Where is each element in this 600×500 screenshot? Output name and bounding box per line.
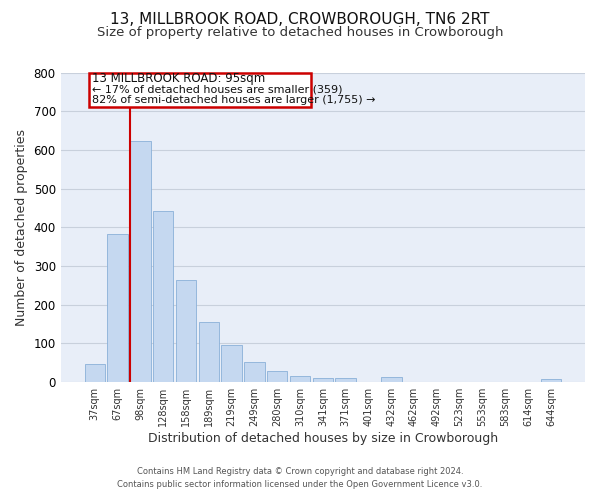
Text: Size of property relative to detached houses in Crowborough: Size of property relative to detached ho… <box>97 26 503 39</box>
Text: 13, MILLBROOK ROAD, CROWBOROUGH, TN6 2RT: 13, MILLBROOK ROAD, CROWBOROUGH, TN6 2RT <box>110 12 490 28</box>
Text: ← 17% of detached houses are smaller (359): ← 17% of detached houses are smaller (35… <box>92 84 343 94</box>
X-axis label: Distribution of detached houses by size in Crowborough: Distribution of detached houses by size … <box>148 432 498 445</box>
Bar <box>335 378 356 382</box>
Bar <box>176 280 196 382</box>
Text: 13 MILLBROOK ROAD: 95sqm: 13 MILLBROOK ROAD: 95sqm <box>92 72 266 86</box>
Text: 82% of semi-detached houses are larger (1,755) →: 82% of semi-detached houses are larger (… <box>92 94 376 104</box>
Bar <box>85 364 105 382</box>
Text: Contains HM Land Registry data © Crown copyright and database right 2024.
Contai: Contains HM Land Registry data © Crown c… <box>118 467 482 489</box>
Bar <box>221 344 242 382</box>
Bar <box>313 378 333 382</box>
FancyBboxPatch shape <box>89 72 311 108</box>
Bar <box>541 380 561 382</box>
Bar <box>107 234 128 382</box>
Bar <box>199 322 219 382</box>
Bar <box>381 377 401 382</box>
Bar <box>244 362 265 382</box>
Bar <box>267 370 287 382</box>
Bar <box>290 376 310 382</box>
Bar <box>130 141 151 382</box>
Bar <box>153 210 173 382</box>
Y-axis label: Number of detached properties: Number of detached properties <box>15 129 28 326</box>
